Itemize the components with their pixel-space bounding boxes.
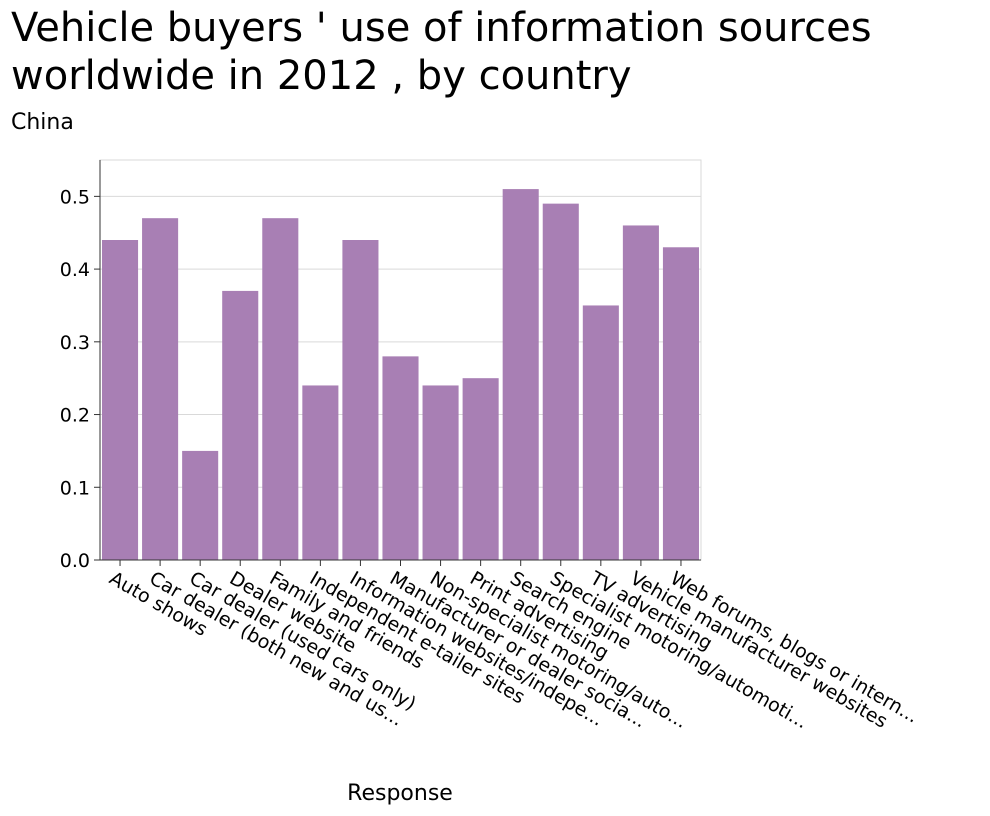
y-tick-label: 0.4 xyxy=(60,259,90,281)
y-tick-label: 0.2 xyxy=(60,405,90,427)
bar xyxy=(302,385,339,560)
bar xyxy=(142,218,179,560)
x-axis-title: Response xyxy=(347,781,453,806)
bar xyxy=(262,218,299,560)
y-tick-label: 0.5 xyxy=(60,186,90,208)
bar xyxy=(502,189,539,560)
bar xyxy=(342,240,379,560)
bar xyxy=(102,240,139,560)
bar xyxy=(582,305,619,560)
y-tick-labels: 0.0 0.1 0.2 0.3 0.4 0.5 xyxy=(60,186,90,572)
bar xyxy=(542,203,579,561)
bar xyxy=(422,385,459,560)
bar xyxy=(182,450,219,560)
axes xyxy=(94,160,701,566)
bar xyxy=(382,356,419,560)
bars xyxy=(102,189,699,561)
y-tick-label: 0.0 xyxy=(60,550,90,572)
chart-title: Vehicle buyers ' use of information sour… xyxy=(11,5,872,99)
bar xyxy=(462,378,499,560)
y-tick-label: 0.1 xyxy=(60,477,90,499)
y-tick-label: 0.3 xyxy=(60,332,90,354)
chart-subtitle: China xyxy=(11,110,74,135)
bar xyxy=(622,225,659,561)
bar xyxy=(662,247,699,561)
bar xyxy=(222,290,259,560)
